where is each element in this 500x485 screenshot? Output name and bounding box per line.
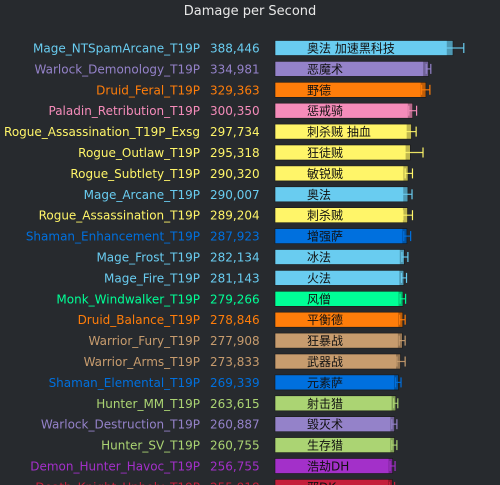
bar	[274, 290, 404, 307]
bar-spec-label: Hunter_SV_T19P	[101, 439, 200, 453]
bar-spec-label: Mage_Fire_T19P	[104, 271, 200, 285]
bar-spec-label: Hunter_MM_T19P	[96, 397, 200, 411]
bar-inner-label: 刺杀贼 抽血	[307, 124, 371, 139]
bar-value-label: 300,350	[210, 104, 260, 118]
bar-inner-label: 惩戒骑	[307, 104, 343, 118]
bar-value-label: 281,143	[210, 271, 260, 285]
bar-spec-label: Mage_NTSpamArcane_T19P	[33, 42, 200, 56]
bar-value-label: 290,320	[210, 167, 260, 181]
bar-inner-label: 奥法	[307, 188, 331, 202]
bar-spec-label: Shaman_Elemental_T19P	[49, 376, 200, 390]
chart-rows: Mage_NTSpamArcane_T19P 388,446 奥法 加速黑科技 War…	[4, 40, 465, 485]
bar-spec-label: Druid_Balance_T19P	[78, 313, 200, 327]
bar	[274, 82, 427, 98]
bar-spec-label: Rogue_Outlaw_T19P	[78, 146, 200, 160]
bar	[274, 186, 409, 203]
bar-value-label: 290,007	[210, 188, 260, 202]
bar-spec-label: Demon_Hunter_Havoc_T19P	[30, 460, 200, 474]
bar-value-label: 282,134	[210, 251, 260, 265]
bar-spec-label: Death_Knight_Unholy_T19P	[35, 480, 200, 485]
bar-value-label: 329,363	[210, 83, 260, 97]
bar-end-shade	[388, 479, 393, 485]
bar-inner-label: 毁灭术	[307, 417, 343, 432]
bar	[274, 270, 405, 286]
bar-value-label: 269,339	[210, 376, 260, 390]
bar-spec-label: Rogue_Subtlety_T19P	[70, 167, 200, 181]
bar-inner-label: 狂暴战	[307, 334, 343, 348]
bar-value-label: 297,734	[210, 125, 260, 139]
bar-inner-label: 敏锐贼	[307, 166, 343, 181]
bar-spec-label: Mage_Arcane_T19P	[84, 188, 200, 202]
bar-inner-label: 武器战	[307, 355, 343, 369]
bar-inner-label: 邪DK	[307, 480, 337, 485]
bar-inner-label: 奥法 加速黑科技	[307, 42, 395, 56]
bar-value-label: 278,846	[210, 313, 260, 327]
bar-value-label: 289,204	[210, 209, 260, 223]
bar-inner-label: 增强萨	[307, 230, 343, 244]
bar-value-label: 287,923	[210, 230, 260, 244]
bar-spec-label: Druid_Feral_T19P	[96, 83, 200, 97]
bar-value-label: 388,446	[210, 42, 260, 56]
bar-value-label: 260,887	[210, 418, 260, 432]
bar-inner-label: 生存猎	[307, 439, 343, 453]
bar-value-label: 260,755	[210, 439, 260, 453]
bar	[274, 249, 405, 265]
bar-spec-label: Warlock_Destruction_T19P	[41, 418, 200, 432]
bar-value-label: 256,755	[210, 460, 260, 474]
bar-value-label: 334,981	[210, 62, 260, 76]
bar-value-label: 263,615	[210, 397, 260, 411]
bar-value-label: 255,918	[210, 480, 260, 485]
bar-value-label: 279,266	[210, 292, 260, 306]
bar-inner-label: 平衡德	[307, 312, 343, 327]
bar	[274, 61, 429, 77]
bar-value-label: 277,908	[210, 334, 260, 348]
bar-inner-label: 浩劫DH	[307, 460, 349, 474]
chart-title: Damage per Second	[184, 4, 317, 19]
bar-inner-label: 狂徒贼	[307, 145, 343, 160]
bar-inner-label: 元素萨	[307, 376, 343, 390]
bar-inner-label: 射击猎	[307, 396, 343, 411]
bar-inner-label: 风僧	[307, 292, 331, 306]
bar-inner-label: 恶魔术	[307, 61, 343, 76]
bar-spec-label: Paladin_Retribution_T19P	[49, 104, 201, 118]
bar	[274, 479, 393, 485]
bar-value-label: 295,318	[210, 146, 260, 160]
bar-inner-label: 火法	[307, 271, 331, 285]
bar	[274, 102, 413, 119]
bar-spec-label: Monk_Windwalker_T19P	[56, 292, 200, 306]
bar-inner-label: 冰法	[307, 251, 331, 265]
bar-inner-label: 刺杀贼	[307, 208, 343, 223]
bar-spec-label: Rogue_Assassination_T19P_Exsg	[4, 125, 200, 139]
bar-inner-label: 野德	[307, 82, 331, 97]
bar-spec-label: Warrior_Arms_T19P	[84, 355, 200, 369]
bar-spec-label: Rogue_Assassination_T19P	[39, 209, 200, 223]
bar-value-label: 273,833	[210, 355, 260, 369]
bar-spec-label: Warlock_Demonology_T19P	[35, 62, 200, 76]
bar-spec-label: Shaman_Enhancement_T19P	[26, 230, 200, 244]
bar-spec-label: Warrior_Fury_T19P	[89, 334, 200, 348]
bar-spec-label: Mage_Frost_T19P	[96, 251, 200, 265]
